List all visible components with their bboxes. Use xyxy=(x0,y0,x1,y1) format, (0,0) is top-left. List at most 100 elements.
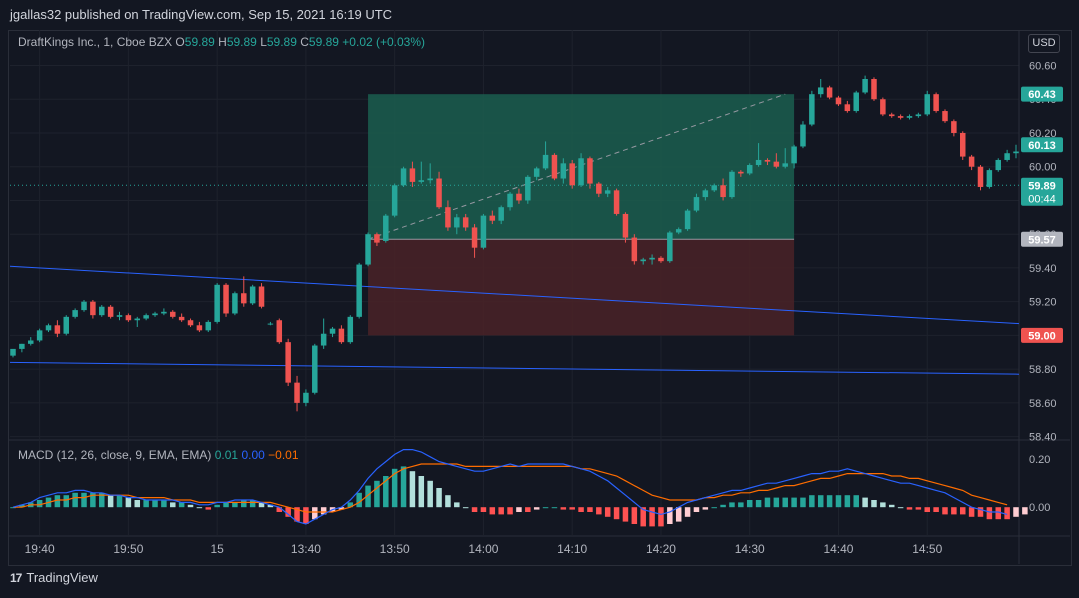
macd-histogram-bar xyxy=(258,502,265,508)
macd-histogram-bar xyxy=(622,507,629,522)
macd-histogram-bar xyxy=(480,507,487,512)
macd-histogram-bar xyxy=(338,507,345,510)
top-bar: jgallas32 published on TradingView.com, … xyxy=(0,0,1079,30)
trendline xyxy=(9,361,1020,375)
footer-brand[interactable]: 17 TradingView xyxy=(10,570,98,585)
candle-body xyxy=(45,325,52,331)
price-label: 60.43 xyxy=(1028,89,1056,101)
candle-body xyxy=(658,257,664,262)
macd-histogram-bar xyxy=(835,495,842,508)
candle-body xyxy=(10,348,16,356)
macd-histogram-bar xyxy=(596,507,602,515)
macd-histogram-bar xyxy=(684,507,691,517)
candle-body xyxy=(471,227,478,248)
x-tick-label: 14:30 xyxy=(735,542,765,556)
macd-histogram-bar xyxy=(542,507,549,509)
candle-body xyxy=(383,215,389,241)
candle-body xyxy=(454,217,460,228)
macd-histogram-bar xyxy=(462,507,469,509)
macd-histogram-bar xyxy=(134,500,141,508)
candle-body xyxy=(791,146,797,164)
candle-body xyxy=(693,197,700,211)
candle-body xyxy=(19,343,25,349)
macd-histogram-bar xyxy=(72,492,78,508)
macd-histogram-bar xyxy=(533,507,540,510)
candle-body xyxy=(622,213,629,238)
macd-histogram-bar xyxy=(170,502,176,508)
macd-histogram-bar xyxy=(205,507,212,510)
candle-body xyxy=(711,185,717,191)
candle-body xyxy=(915,114,922,117)
macd-histogram-bar xyxy=(294,507,300,522)
candle-body xyxy=(276,320,283,343)
macd-histogram-bar xyxy=(365,485,371,508)
change-value: +0.02 (+0.03%) xyxy=(342,35,426,49)
macd-histogram-bar xyxy=(667,507,673,524)
symbol-name[interactable]: DraftKings Inc., 1, Cboe BZX xyxy=(18,35,173,49)
macd-histogram-bar xyxy=(54,495,61,508)
macd-title[interactable]: MACD (12, 26, close, 9, EMA, EMA) xyxy=(18,448,212,462)
macd-histogram-bar xyxy=(720,504,726,508)
macd-histogram-bar xyxy=(516,507,522,512)
macd-histogram-bar xyxy=(862,497,868,508)
candle-body xyxy=(223,284,229,314)
macd-histogram-bar xyxy=(888,504,895,508)
candle-body xyxy=(489,215,496,221)
y-tick-label: 58.80 xyxy=(1029,364,1057,376)
candle-body xyxy=(107,306,114,317)
candle-body xyxy=(303,392,309,403)
macd-histogram-bar xyxy=(658,507,664,527)
macd-histogram-bar xyxy=(817,495,824,508)
macd-histogram-bar xyxy=(152,500,158,508)
candle-body xyxy=(356,264,362,317)
macd-histogram-bar xyxy=(125,497,132,508)
candle-body xyxy=(63,316,70,334)
macd-histogram-bar xyxy=(427,480,433,508)
macd-histogram-bar xyxy=(826,495,833,508)
macd-histogram-bar xyxy=(924,507,930,512)
candle-body xyxy=(533,168,540,177)
candle-body xyxy=(986,170,993,187)
macd-histogram-bar xyxy=(871,500,877,508)
candle-body xyxy=(498,207,504,221)
macd-histogram-bar xyxy=(161,500,167,508)
candle-body xyxy=(782,163,788,167)
candle-body xyxy=(773,161,780,167)
macd-histogram-bar xyxy=(844,495,851,508)
candle-body xyxy=(844,104,851,112)
x-tick-label: 13:50 xyxy=(380,542,410,556)
candle-body xyxy=(205,321,212,331)
currency-button[interactable]: USD xyxy=(1028,34,1060,53)
candle-body xyxy=(170,311,176,317)
macd-histogram-bar xyxy=(116,495,123,508)
candle-body xyxy=(551,154,558,179)
candle-body xyxy=(604,190,611,194)
price-label: 59.57 xyxy=(1028,234,1056,246)
macd-histogram-bar xyxy=(933,507,939,512)
candle-body xyxy=(462,217,469,228)
macd-histogram-bar xyxy=(551,507,558,509)
candle-body xyxy=(888,114,895,117)
price-label-box xyxy=(1021,86,1063,102)
candle-body xyxy=(525,176,531,201)
candle-body xyxy=(152,313,158,316)
x-tick-label: 19:40 xyxy=(25,542,55,556)
candle-body xyxy=(596,183,602,194)
macd-histogram-bar xyxy=(1013,507,1019,517)
macd-histogram-bar xyxy=(90,492,96,508)
candle-body xyxy=(667,232,673,262)
macd-histogram-bar xyxy=(347,502,354,508)
candle-body xyxy=(374,234,380,243)
y-tick-label: 60.60 xyxy=(1029,60,1057,72)
low-value: 59.89 xyxy=(266,35,297,49)
candle-body xyxy=(933,94,939,112)
candle-body xyxy=(445,207,451,228)
candle-body xyxy=(738,171,744,174)
macd-histogram-bar xyxy=(409,471,416,508)
candle-body xyxy=(764,159,771,162)
macd-value: 0.01 xyxy=(214,448,239,462)
candle-body xyxy=(880,99,886,115)
candle-body xyxy=(897,116,904,118)
candle-body xyxy=(871,78,877,100)
